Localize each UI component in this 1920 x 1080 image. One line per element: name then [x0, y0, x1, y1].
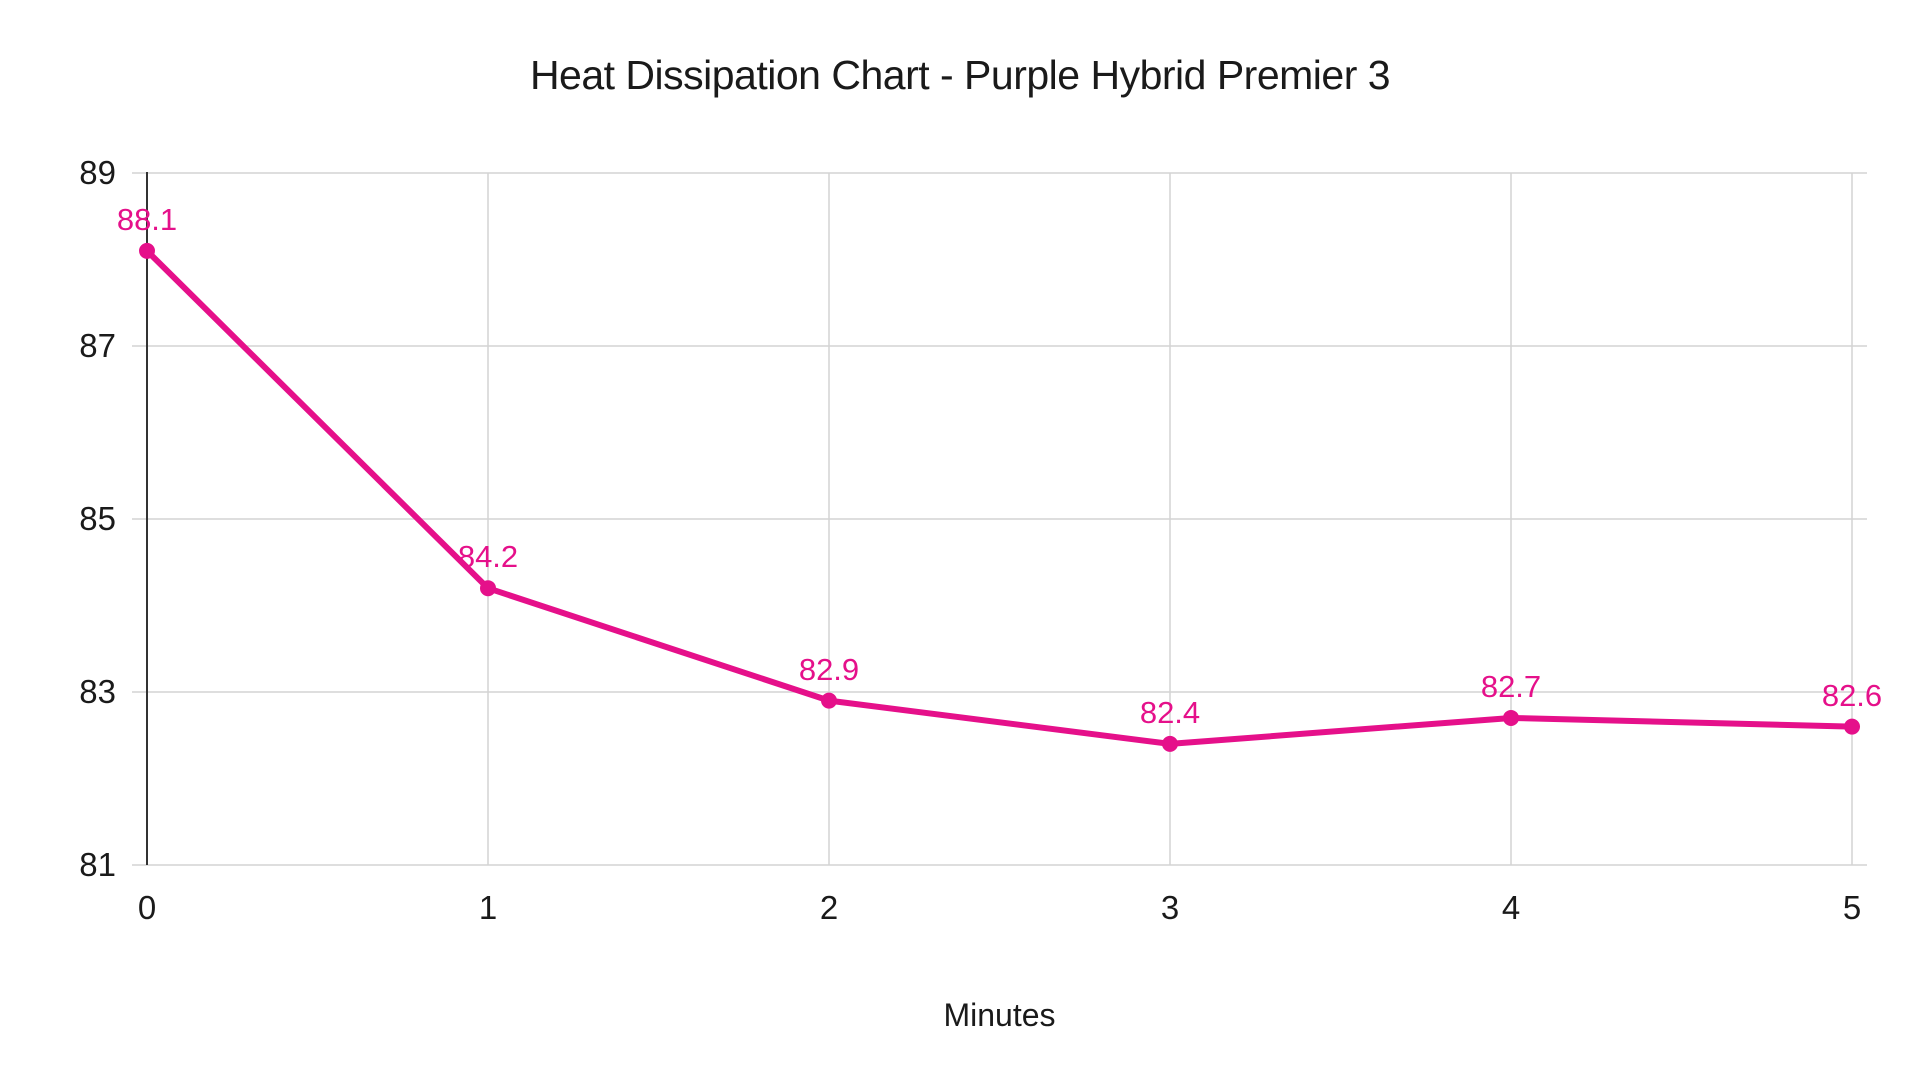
x-tick-label: 2 [819, 889, 839, 926]
chart-title: Heat Dissipation Chart - Purple Hybrid P… [529, 52, 1391, 98]
point-value-label: 82.6 [1821, 677, 1883, 713]
data-point [1162, 735, 1178, 752]
data-point [480, 580, 496, 597]
x-tick-label: 1 [478, 889, 498, 926]
x-tick-label: 5 [1842, 889, 1862, 926]
data-point [139, 242, 155, 259]
data-line [144, 247, 1855, 747]
x-tick-label: 4 [1501, 889, 1521, 926]
y-tick-label: 87 [79, 327, 116, 364]
data-point [1503, 709, 1519, 726]
y-tick-label: 81 [79, 846, 116, 883]
data-point [821, 692, 837, 709]
y-tick-label: 85 [79, 500, 116, 537]
point-value-label: 82.7 [1480, 668, 1542, 704]
x-tick-label: 3 [1160, 889, 1180, 926]
point-value-label: 82.4 [1139, 694, 1201, 730]
y-tick-label: 89 [79, 154, 116, 191]
y-tick-label: 83 [79, 673, 116, 710]
x-axis-title: Minutes [943, 997, 1056, 1033]
x-tick-label: 0 [137, 889, 157, 926]
point-value-label: 84.2 [457, 539, 519, 575]
point-value-label: 82.9 [798, 651, 860, 687]
point-value-label: 88.1 [116, 201, 178, 237]
data-point [1844, 718, 1860, 735]
